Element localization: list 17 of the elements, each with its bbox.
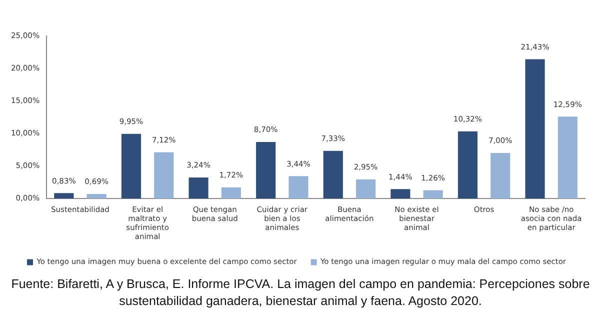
bar bbox=[356, 179, 376, 198]
bar bbox=[558, 116, 578, 198]
bar bbox=[121, 134, 142, 198]
bar bbox=[458, 131, 478, 198]
bar bbox=[256, 142, 276, 198]
bar bbox=[288, 176, 308, 198]
bar bbox=[154, 152, 174, 198]
source-note: Fuente: Bifaretti, A y Brusca, E. Informe IPCVA. La imagen del campo en pandemia: Percepciones sobre sustentabilidad ganadera, bienestar animal y faena. Agosto 2020. bbox=[10, 276, 591, 310]
bar bbox=[390, 189, 410, 198]
bar bbox=[188, 177, 208, 198]
bar bbox=[490, 153, 510, 198]
bar bbox=[221, 187, 241, 198]
bar bbox=[423, 190, 443, 198]
bar bbox=[54, 193, 74, 198]
bar bbox=[525, 59, 545, 198]
bar bbox=[323, 150, 343, 198]
bar bbox=[86, 194, 106, 198]
